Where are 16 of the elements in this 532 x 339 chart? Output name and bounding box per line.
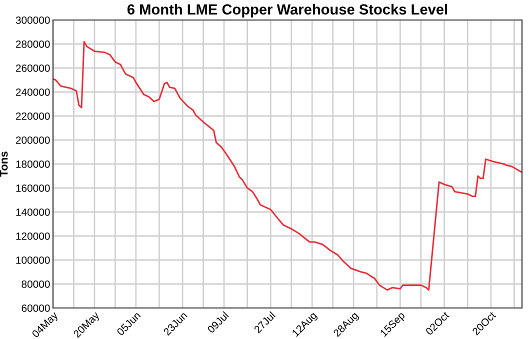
chart-title: 6 Month LME Copper Warehouse Stocks Level xyxy=(127,4,448,18)
y-tick-label: 100000 xyxy=(16,256,50,264)
y-axis-title: Tons xyxy=(0,152,8,177)
y-tick-label: 200000 xyxy=(16,136,50,144)
y-tick-label: 160000 xyxy=(16,184,50,192)
y-tick-label: 120000 xyxy=(16,232,50,240)
y-tick-label: 240000 xyxy=(16,88,50,96)
y-tick-label: 80000 xyxy=(22,280,50,288)
line-series xyxy=(53,40,522,291)
y-tick-label: 60000 xyxy=(22,304,50,312)
y-tick-label: 260000 xyxy=(16,64,50,72)
y-tick-label: 280000 xyxy=(16,40,50,48)
y-tick-label: 300000 xyxy=(16,16,50,24)
y-tick-label: 220000 xyxy=(16,112,50,120)
y-tick-label: 180000 xyxy=(16,160,50,168)
y-tick-label: 140000 xyxy=(16,208,50,216)
